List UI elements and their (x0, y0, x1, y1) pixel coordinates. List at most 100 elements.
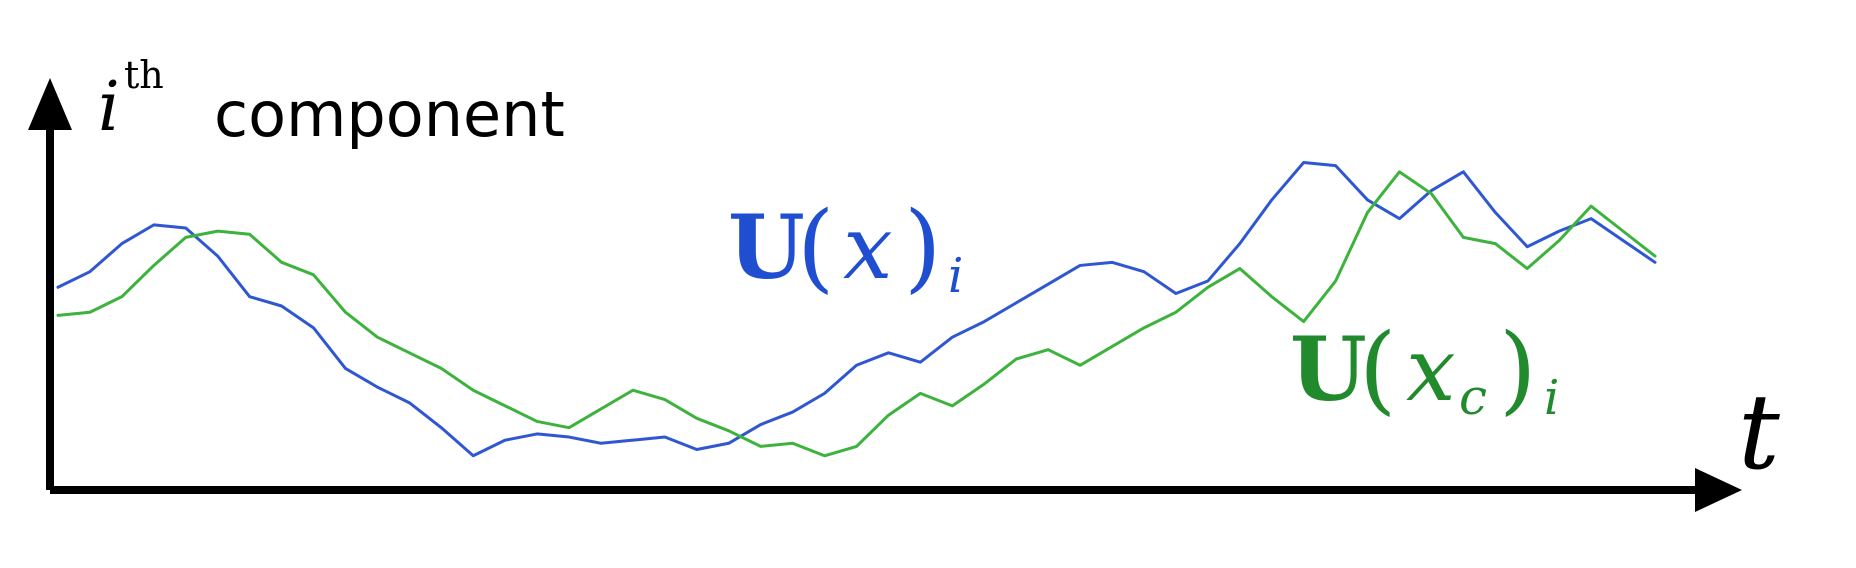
series-label-u-xc-var: x (1406, 318, 1456, 421)
series-label-u-xc-subscript: i (1544, 370, 1559, 426)
series-u-x-point-46 (1526, 245, 1529, 248)
series-u-xc-point-43 (1430, 192, 1433, 195)
series-u-xc-point-9 (344, 311, 347, 314)
series-u-x-point-50 (1654, 261, 1656, 264)
series-u-xc-point-11 (408, 351, 411, 354)
series-label-u-xc-main: U (1290, 317, 1367, 421)
series-u-xc-point-25 (855, 445, 858, 448)
series-u-xc-point-12 (440, 367, 443, 370)
y-axis-label-superscript: th (124, 53, 164, 97)
series-label-u-xc-open: ( (1359, 313, 1396, 425)
y-axis-arrow (28, 78, 72, 130)
series-u-xc-point-27 (919, 392, 922, 395)
y-axis-label-text: component (214, 78, 565, 151)
series-u-x-point-22 (759, 423, 762, 426)
series-u-xc-point-17 (600, 408, 602, 410)
series-u-xc-point-49 (1622, 230, 1624, 233)
series-u-x-point-40 (1334, 164, 1337, 167)
series-u-xc-point-46 (1526, 267, 1529, 270)
series-u-xc-point-31 (1047, 348, 1050, 351)
series-u-xc-point-29 (983, 383, 986, 385)
series-u-x-point-23 (791, 411, 794, 413)
series-u-xc-point-35 (1175, 311, 1177, 314)
series-u-xc-point-16 (568, 426, 570, 429)
series-u-xc-point-19 (663, 398, 666, 401)
series-u-xc-point-20 (695, 417, 698, 420)
series-label-u-x-open: ( (797, 191, 834, 303)
series-u-xc-point-41 (1366, 211, 1369, 214)
series-u-x-point-45 (1494, 211, 1497, 214)
series-u-x-point-8 (312, 326, 315, 329)
series-u-x-point-42 (1398, 217, 1401, 220)
series-u-xc-point-6 (248, 233, 251, 236)
series-u-x-point-44 (1462, 170, 1465, 173)
series-u-xc-point-37 (1238, 267, 1241, 270)
series-u-xc-point-4 (184, 236, 187, 239)
series-u-xc-point-34 (1143, 326, 1145, 329)
series-u-xc-point-1 (89, 311, 91, 314)
series-u-x-point-17 (600, 442, 602, 445)
series-label-u-xc: U ( x c ) i (1290, 313, 1559, 426)
series-u-xc-point-8 (312, 273, 315, 276)
series-u-xc-point-26 (887, 414, 890, 417)
axes (28, 78, 1742, 512)
series-group (56, 160, 1657, 458)
series-u-xc-point-45 (1494, 242, 1497, 245)
series-u-x-point-32 (1079, 264, 1081, 267)
series-u-x-point-47 (1558, 230, 1561, 233)
series-label-u-x-close: ) (904, 191, 941, 303)
series-u-xc-point-36 (1206, 286, 1209, 289)
series-label-u-x-main: U (728, 195, 805, 299)
series-u-xc-point-15 (536, 420, 538, 423)
series-u-x-point-4 (184, 227, 187, 229)
series-u-x-point-36 (1206, 280, 1209, 282)
series-u-xc-point-14 (504, 404, 507, 407)
series-u-xc-point-22 (759, 445, 762, 448)
series-u-x-point-1 (89, 270, 91, 273)
series-u-x-point-41 (1366, 199, 1369, 201)
series-u-xc-point-21 (727, 429, 730, 432)
series-u-xc-point-7 (280, 261, 283, 264)
series-u-x-point-28 (951, 336, 954, 339)
series-u-xc-point-5 (216, 230, 219, 233)
labels: i th component t U ( x ) i U ( x c ) i (98, 53, 1780, 493)
y-axis-label-math: i (98, 68, 120, 147)
series-u-x-point-27 (919, 361, 922, 364)
series-u-x-point-2 (120, 242, 123, 245)
series-u-xc-point-32 (1079, 364, 1081, 367)
series-u-xc-point-28 (951, 404, 954, 407)
series-u-xc-point-23 (791, 442, 794, 445)
series-label-u-xc-close: ) (1499, 313, 1536, 425)
series-u-x-point-10 (376, 386, 379, 389)
series-u-x-point-11 (408, 401, 411, 404)
series-u-x-point-19 (663, 436, 666, 438)
series-u-x-point-43 (1430, 189, 1433, 192)
series-label-u-x: U ( x ) i (728, 191, 963, 304)
series-u-x-point-33 (1111, 261, 1113, 264)
series-u-xc-point-10 (376, 336, 379, 339)
series-u-x-point-14 (504, 439, 507, 442)
series-u-x-point-25 (855, 364, 858, 367)
series-u-xc-point-50 (1654, 255, 1656, 257)
series-u-xc-point-40 (1334, 280, 1337, 282)
series-u-x-point-49 (1622, 239, 1624, 242)
series-u-xc-point-3 (152, 264, 155, 267)
series-u-xc-point-0 (57, 314, 59, 317)
series-label-u-x-subscript: i (948, 248, 963, 304)
series-u-x-point-20 (695, 448, 698, 451)
series-u-x-point-9 (344, 367, 347, 370)
x-axis-arrow (1695, 468, 1742, 512)
x-axis-label: t (1738, 371, 1780, 493)
series-u-x-point-30 (1015, 301, 1018, 304)
series-u-x-point-34 (1143, 270, 1145, 273)
series-u-x-point-21 (727, 442, 730, 445)
series-u-xc-point-30 (1015, 358, 1018, 360)
series-u-x-point-15 (536, 433, 538, 435)
series-u-x-point-5 (216, 255, 219, 257)
series-u-x-point-24 (823, 392, 826, 395)
series-u-x-point-39 (1302, 161, 1305, 164)
series-u-xc-point-38 (1270, 295, 1273, 298)
series-u-xc-point-24 (823, 454, 826, 457)
series-label-u-xc-var-subscript: c (1459, 368, 1487, 426)
